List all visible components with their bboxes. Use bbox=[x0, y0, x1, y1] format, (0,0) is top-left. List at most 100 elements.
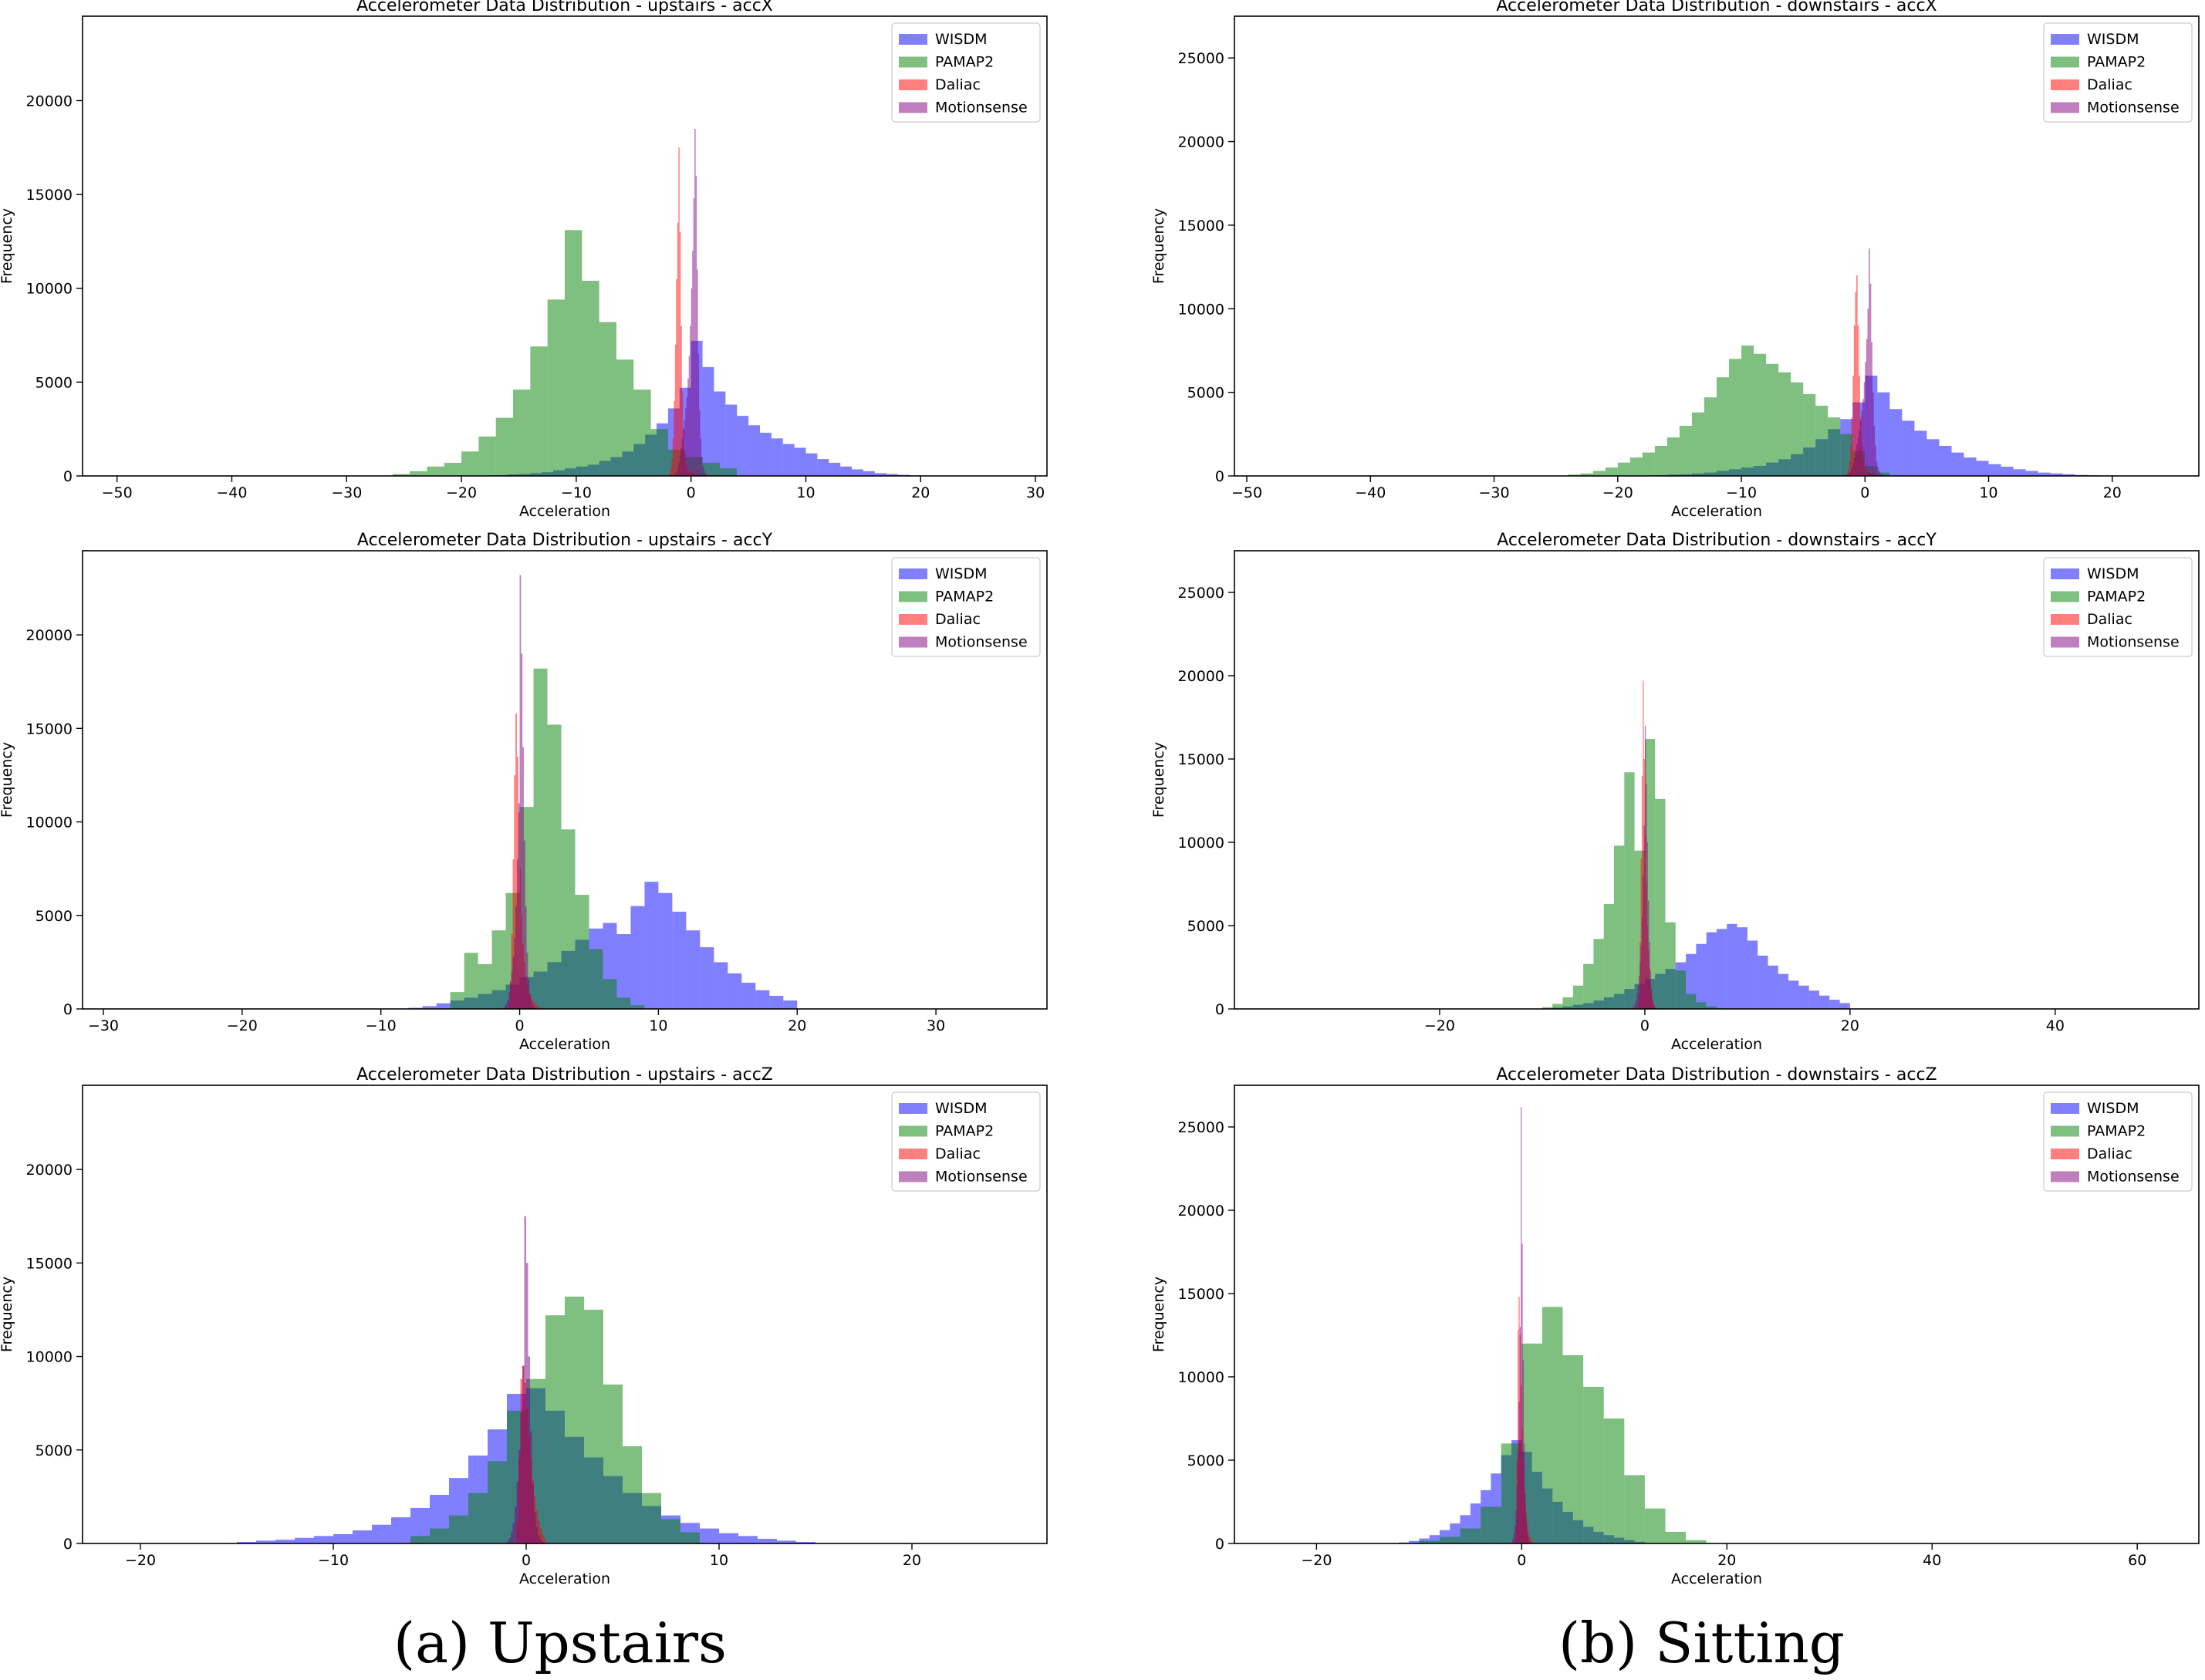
hist-bar bbox=[1857, 325, 1859, 476]
hist-bar bbox=[1849, 460, 1851, 476]
hist-bar bbox=[1481, 1506, 1501, 1543]
hist-bar bbox=[535, 1004, 537, 1009]
hist-bar bbox=[1529, 1542, 1531, 1543]
hist-bar bbox=[1768, 965, 1778, 1009]
legend-label-motionsense: Motionsense bbox=[2087, 634, 2180, 651]
hist-bar bbox=[1644, 725, 1646, 1009]
x-tick-label: 20 bbox=[2103, 484, 2122, 501]
hist-bar bbox=[1889, 409, 1903, 476]
hist-bar bbox=[1853, 325, 1856, 476]
hist-bar bbox=[603, 1384, 623, 1543]
hist-bar bbox=[1541, 1007, 1553, 1009]
hist-bar bbox=[1650, 970, 1651, 1009]
y-tick-label: 25000 bbox=[1178, 1119, 1224, 1136]
hist-bar bbox=[1636, 993, 1638, 1009]
hist-bar bbox=[681, 391, 684, 476]
hist-bar bbox=[542, 1533, 544, 1543]
hist-bar bbox=[547, 299, 565, 476]
hist-bar bbox=[1847, 474, 1849, 476]
hist-bar bbox=[275, 1540, 295, 1543]
hist-bar bbox=[2013, 469, 2026, 476]
hist-bar bbox=[1850, 445, 1852, 476]
subplot-4: −20 0 20 40 0 5000 10000 15000 20000 25000 Acceler… bbox=[1150, 531, 2200, 1053]
hist-bar bbox=[796, 1542, 815, 1543]
hist-bar bbox=[771, 438, 783, 476]
hist-bar bbox=[1815, 405, 1828, 476]
hist-bar bbox=[1798, 985, 1809, 1009]
y-tick-label: 0 bbox=[63, 1001, 73, 1018]
hist-bar bbox=[680, 1532, 700, 1543]
hist-bar bbox=[543, 1537, 545, 1543]
hist-bar bbox=[769, 996, 784, 1009]
legend-label-motionsense: Motionsense bbox=[2087, 100, 2180, 116]
hist-bar bbox=[1741, 345, 1754, 476]
hist-bar bbox=[512, 956, 515, 1009]
hist-bar bbox=[512, 1523, 515, 1543]
hist-bar bbox=[2001, 467, 2014, 476]
hist-bar bbox=[1665, 1531, 1687, 1543]
hist-bar bbox=[794, 447, 806, 476]
hist-bar bbox=[1640, 945, 1642, 1009]
hist-bar bbox=[642, 1493, 661, 1543]
x-axis-label: Acceleration bbox=[519, 503, 610, 520]
hist-bar bbox=[1439, 1537, 1460, 1543]
y-tick-label: 10000 bbox=[1178, 301, 1224, 318]
legend: WISDM PAMAP2 Daliac Motionsense bbox=[891, 557, 1041, 657]
hist-bar bbox=[1679, 425, 1692, 476]
chart-title: Accelerometer Data Distribution - upstai… bbox=[356, 0, 773, 15]
hist-bar bbox=[533, 668, 548, 1009]
hist-bar bbox=[677, 468, 679, 476]
chart-title: Accelerometer Data Distribution - downst… bbox=[1497, 531, 1937, 550]
hist-bar bbox=[805, 453, 818, 476]
hist-bar bbox=[852, 469, 863, 476]
hist-bar bbox=[525, 906, 527, 1009]
hist-bar bbox=[1951, 452, 1964, 476]
hist-bar bbox=[685, 408, 687, 476]
hist-bar bbox=[701, 457, 703, 476]
hist-bar bbox=[1419, 1540, 1440, 1543]
x-tick-label: 0 bbox=[515, 1017, 524, 1034]
legend-label-daliac: Daliac bbox=[2087, 1145, 2132, 1162]
legend: WISDM PAMAP2 Daliac Motionsense bbox=[2043, 22, 2193, 123]
y-axis-label: Frequency bbox=[1150, 1277, 1167, 1352]
x-tick-label: −10 bbox=[366, 1017, 397, 1034]
chart-title: Accelerometer Data Distribution - downst… bbox=[1496, 0, 1937, 15]
hist-bar bbox=[1859, 429, 1860, 476]
x-tick-label: 20 bbox=[1717, 1552, 1736, 1569]
hist-bar bbox=[333, 1533, 353, 1543]
legend-label-motionsense: Motionsense bbox=[935, 634, 1028, 651]
hist-bar bbox=[1791, 382, 1804, 476]
hist-bar bbox=[521, 653, 523, 1009]
legend-swatch-daliac bbox=[2051, 614, 2079, 625]
hist-bar bbox=[533, 1007, 535, 1009]
hist-bar bbox=[874, 473, 886, 476]
hist-bar bbox=[1706, 932, 1717, 1009]
hist-bar bbox=[616, 359, 634, 476]
hist-bar bbox=[512, 859, 515, 1009]
hist-bar bbox=[534, 1511, 536, 1543]
x-tick-label: −50 bbox=[102, 484, 133, 501]
y-tick-label: 5000 bbox=[35, 374, 73, 391]
x-tick-label: 0 bbox=[1640, 1017, 1650, 1034]
x-tick-label: 0 bbox=[1860, 484, 1869, 501]
hist-bar bbox=[1653, 1004, 1654, 1009]
series-pamap2 bbox=[1419, 1307, 1707, 1543]
hist-bar bbox=[748, 425, 760, 476]
hist-bar bbox=[1829, 1000, 1840, 1009]
legend-frame bbox=[2043, 22, 2193, 123]
hist-bar bbox=[650, 429, 668, 476]
hist-bar bbox=[1852, 375, 1854, 476]
hist-bar bbox=[1867, 309, 1869, 476]
hist-bar bbox=[1839, 1003, 1850, 1009]
hist-bar bbox=[495, 417, 514, 476]
hist-bar bbox=[1675, 970, 1687, 1009]
hist-bar bbox=[518, 1449, 521, 1543]
hist-bar bbox=[699, 410, 701, 476]
hist-bar bbox=[1696, 1002, 1707, 1009]
hist-bar bbox=[514, 774, 516, 1009]
hist-bar bbox=[1881, 474, 1883, 476]
legend-frame bbox=[891, 22, 1041, 123]
hist-bar bbox=[1653, 1006, 1656, 1009]
hist-bar bbox=[1766, 363, 1779, 476]
hist-bar bbox=[478, 963, 492, 1009]
